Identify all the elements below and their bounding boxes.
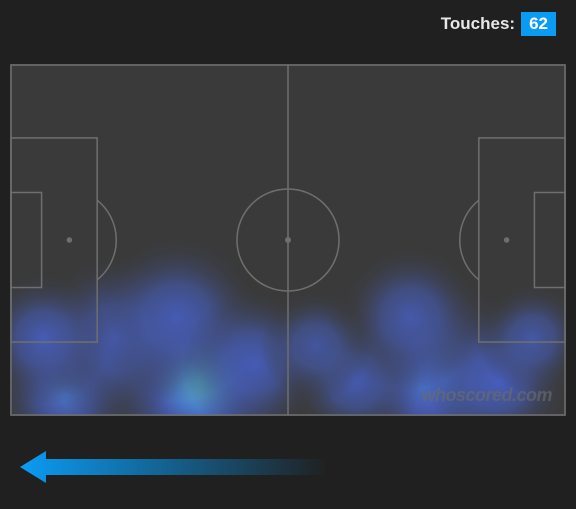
heatmap-widget: Touches: 62 whoscored.com bbox=[0, 0, 576, 509]
header: Touches: 62 bbox=[0, 0, 576, 36]
pitch-lines bbox=[10, 64, 566, 416]
direction-arrow bbox=[18, 450, 348, 484]
pitch: whoscored.com bbox=[10, 64, 566, 416]
touches-label: Touches: bbox=[441, 14, 515, 34]
touches-value-badge: 62 bbox=[521, 12, 556, 36]
